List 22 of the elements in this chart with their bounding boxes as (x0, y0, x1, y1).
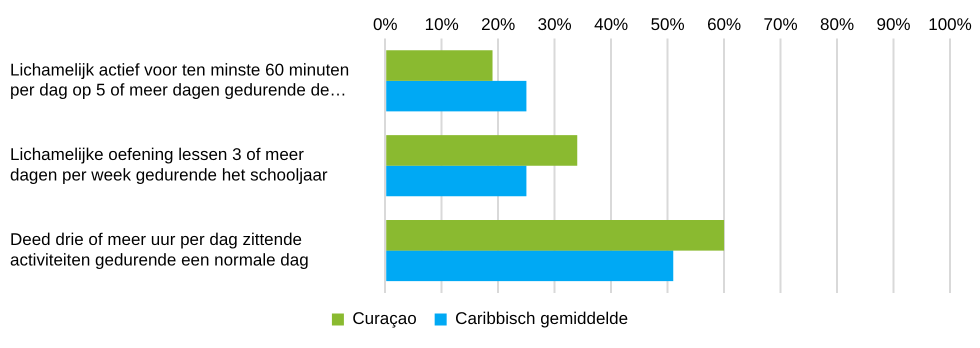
x-tick-label: 0% (372, 14, 398, 34)
x-tick-label: 40% (594, 14, 628, 34)
legend-label: Caribbisch gemiddelde (455, 309, 628, 328)
x-tick-label: 60% (707, 14, 742, 34)
bar (386, 250, 674, 282)
bar (386, 220, 724, 251)
bar (386, 166, 526, 196)
x-tick-label: 80% (820, 14, 854, 34)
y-tick-label: Lichamelijke oefening lessen 3 of meer dagen per week gedurende het schooljaar (10, 145, 328, 185)
y-tick-label: Deed drie of meer uur per dag zittende activiteiten gedurende een normale dag (10, 230, 309, 270)
x-tick-label: 20% (481, 14, 516, 34)
x-tick-label: 30% (538, 14, 572, 34)
x-tick-label: 10% (424, 14, 459, 34)
bar (386, 80, 526, 112)
legend-label: Curaçao (352, 309, 417, 328)
bar (386, 50, 493, 81)
y-tick-label: Lichamelijk actief voor ten minste 60 minuten per dag op 5 of meer dagen gedurende de… (10, 60, 350, 100)
x-tick-label: 100% (928, 14, 972, 34)
bar (386, 135, 578, 166)
x-tick-label: 70% (764, 14, 798, 34)
x-tick-label: 90% (876, 14, 911, 34)
x-tick-label: 50% (650, 14, 685, 34)
